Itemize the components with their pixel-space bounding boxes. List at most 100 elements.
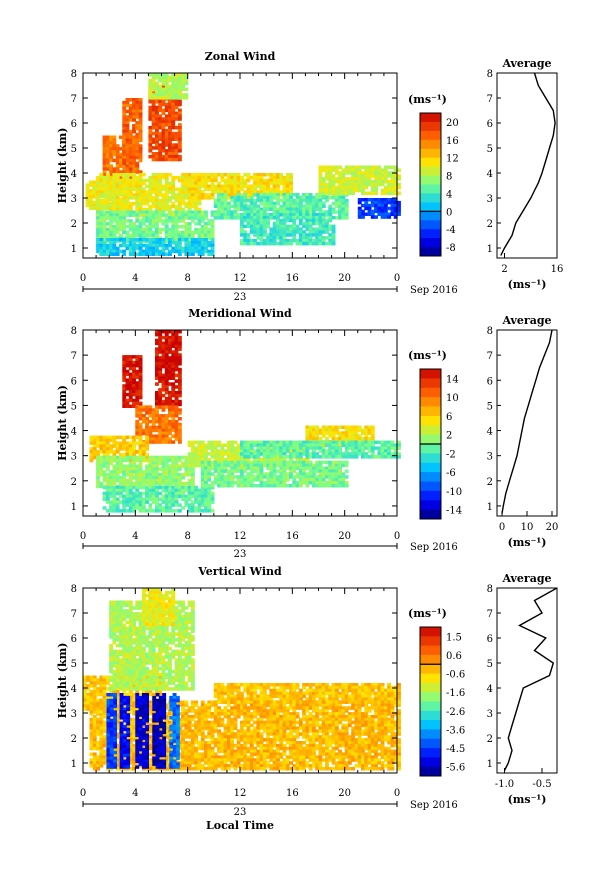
heatmap-cell [112,216,117,220]
heatmap-cell [141,481,146,486]
heatmap-cell [331,466,336,470]
heatmap-cell [220,446,225,450]
heatmap-cell [171,353,176,357]
heatmap-cell [132,103,136,108]
heatmap-cell [266,475,271,479]
heatmap-cell [102,144,107,148]
heatmap-cell [155,120,159,124]
colorbar-tick-label: 20 [446,118,459,129]
heatmap-cell [132,158,136,163]
heatmap-cell [112,252,117,256]
heatmap-cell [168,227,172,232]
heatmap-cell [135,506,140,510]
heatmap-cell [138,378,143,382]
heatmap-cell [177,140,182,144]
heatmap-cell [174,362,179,366]
heatmap-cell [240,463,244,468]
heatmap-cell [177,108,182,113]
heatmap-cell [96,178,100,183]
heatmap-cell [328,452,333,456]
heatmap-cell [370,431,375,435]
heatmap-cell [96,435,100,440]
heatmap-cell [331,180,336,184]
heatmap-cell [354,425,359,429]
heatmap-cell [109,488,114,493]
heatmap-cell [115,187,120,191]
heatmap-cell [197,455,202,459]
heatmap-cell [282,449,287,453]
heatmap-cell [112,438,117,442]
heatmap-cell [112,204,117,209]
heatmap-cell [204,485,208,490]
heatmap-cell [102,230,107,235]
heatmap-cell [171,102,176,107]
heatmap-cell [194,213,199,217]
heatmap-cell [171,233,176,238]
heatmap-cell [171,210,176,215]
heatmap-cell [174,134,179,139]
heatmap-cell [190,481,195,486]
heatmap-cell [256,469,261,473]
heatmap-cell [155,350,159,354]
heatmap-cell [115,155,120,160]
heatmap-cell [331,475,336,479]
heatmap-cell [374,180,378,184]
heatmap-cell [128,360,133,365]
heatmap-cell [318,185,323,190]
heatmap-cell [341,182,346,187]
heatmap-cell [305,478,310,482]
heatmap-cell [295,193,300,197]
heatmap-cell [158,370,163,375]
heatmap-cell [374,185,378,190]
heatmap-cell [217,204,221,209]
heatmap-cell [125,360,130,365]
heatmap-cell [207,243,212,248]
heatmap-cell [328,475,333,479]
heatmap-cell [155,396,159,401]
heatmap-cell [135,455,140,460]
heatmap-cell [305,475,310,479]
average-y-tick-label: 3 [487,194,493,205]
heatmap-cell [243,452,248,456]
heatmap-cell [295,224,300,229]
heatmap-cell [387,185,392,190]
heatmap-cell [177,509,182,513]
heatmap-cell [253,443,257,447]
heatmap-cell [334,437,339,441]
heatmap-cell [138,173,143,177]
heatmap-cell [112,190,117,194]
heatmap-cell [128,372,133,377]
heatmap-cell [370,180,375,184]
heatmap-cell [318,463,323,468]
heatmap-cell [256,478,261,482]
heatmap-cell [249,190,254,194]
heatmap-cell [282,195,287,200]
heatmap-cell [272,178,277,183]
heatmap-cell [148,84,153,89]
heatmap-cell [155,114,159,118]
heatmap-cell [158,181,163,186]
heatmap-cell [312,215,316,220]
heatmap-cell [302,239,306,243]
heatmap-cell [174,396,179,401]
heatmap-cell [318,230,323,234]
heatmap-cell [171,356,176,360]
heatmap-cell [292,230,297,234]
heatmap-cell [128,500,133,504]
heatmap-cell [318,213,323,217]
heatmap-cell [246,204,251,209]
heatmap-cell [197,491,202,496]
heatmap-cell [177,370,182,375]
heatmap-cell [243,455,248,459]
heatmap-cell [279,239,284,243]
heatmap-cell [246,224,251,229]
heatmap-cell [164,376,169,380]
heatmap-cell [168,396,172,401]
heatmap-cell [240,178,244,183]
heatmap-cell [174,330,179,334]
heatmap-cell [135,425,140,430]
heatmap-cell [174,117,179,121]
heatmap-cell [158,509,163,513]
heatmap-cell [272,187,277,191]
heatmap-cell [99,435,104,440]
